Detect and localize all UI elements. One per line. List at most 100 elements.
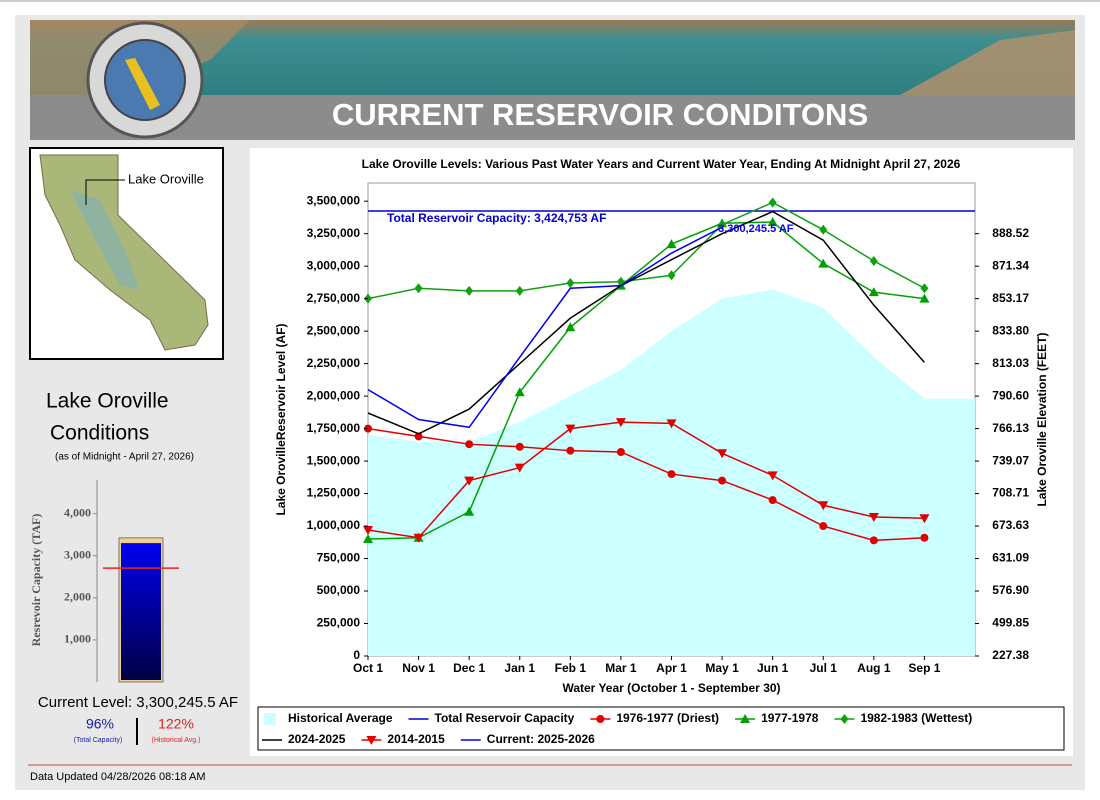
y2-tick-label: 708.71 <box>992 486 1029 500</box>
current-bar <box>121 543 161 680</box>
marker <box>768 197 777 208</box>
legend-box <box>257 706 1065 751</box>
series-line <box>367 226 723 429</box>
marker <box>515 442 524 451</box>
chart-title: Lake Oroville Levels: Various Past Water… <box>362 157 961 171</box>
marker <box>615 418 626 428</box>
pct-historical: 122% <box>158 716 194 732</box>
banner-strip <box>30 95 1075 140</box>
series-line <box>367 201 925 300</box>
marker <box>869 255 878 266</box>
marker <box>666 419 677 429</box>
marker <box>413 533 424 543</box>
x-tick-label: Feb 1 <box>555 661 587 675</box>
y-tick-label: 3,000 <box>64 548 91 562</box>
y2-tick-label: 871.34 <box>992 258 1029 272</box>
legend-label: Total Reservoir Capacity <box>435 711 575 725</box>
legend-item: Current: 2025-2026 <box>460 732 595 746</box>
marker <box>767 216 778 226</box>
conditions-date: (as of Midnight - April 27, 2026) <box>55 452 194 463</box>
series-line <box>367 210 925 435</box>
legend-item: 1977-1978 <box>735 711 819 725</box>
marker <box>868 512 879 522</box>
y-tick-label: 3,250,000 <box>307 226 361 240</box>
x-tick-label: Aug 1 <box>857 661 891 675</box>
marker <box>718 219 727 230</box>
current-level: Current Level: 3,300,245.5 AF <box>38 694 238 711</box>
marker <box>514 387 525 397</box>
marker <box>819 224 828 235</box>
marker <box>818 258 829 268</box>
x-tick-label: Jun 1 <box>757 661 789 675</box>
marker <box>667 470 676 479</box>
marker <box>465 285 474 296</box>
gauge-chart: 1,000 2,000 3,000 4,000 Resrevoir Capacity (… <box>29 480 179 683</box>
legend-label: 2014-2015 <box>387 732 445 746</box>
y2-tick-label: 739.07 <box>992 453 1029 467</box>
legend-marker <box>840 714 849 724</box>
map-valley <box>70 190 140 290</box>
y-tick-label: 3,500,000 <box>307 193 361 207</box>
map-pointer <box>85 179 125 205</box>
legend-label: Historical Average <box>288 711 393 725</box>
x-tick-label: Dec 1 <box>453 661 485 675</box>
y2-tick-label: 673.63 <box>992 518 1029 532</box>
conditions-title: Lake Oroville <box>46 390 169 413</box>
marker <box>565 322 576 332</box>
y2-tick-label: 888.52 <box>992 226 1029 240</box>
marker <box>920 533 929 542</box>
marker <box>818 501 829 511</box>
x-tick-label: Jan 1 <box>504 661 535 675</box>
y2-tick-label: 576.90 <box>992 583 1029 597</box>
x-tick-label: Mar 1 <box>605 661 637 675</box>
marker <box>667 270 676 281</box>
marker <box>566 446 575 455</box>
legend-label: Current: 2025-2026 <box>487 732 595 746</box>
legend-item: 1982-1983 (Wettest) <box>834 711 972 725</box>
marker <box>515 285 524 296</box>
legend-item: 2024-2025 <box>262 732 346 746</box>
marker <box>768 496 777 505</box>
y-tick-label: 1,000,000 <box>307 518 361 532</box>
x-tick-label: Nov 1 <box>402 661 435 675</box>
pct-capacity-note: (Total Capacity) <box>74 737 123 744</box>
capacity-label: Total Reservoir Capacity: 3,424,753 AF <box>387 211 606 225</box>
marker <box>819 522 828 531</box>
y2-tick-label: 227.38 <box>992 648 1029 662</box>
y2-tick-label: 766.13 <box>992 421 1029 435</box>
legend-label: 1976-1977 (Driest) <box>616 711 719 725</box>
y2-tick-label: 853.17 <box>992 291 1029 305</box>
marker <box>566 278 575 289</box>
y2-tick-label: 631.09 <box>992 551 1029 565</box>
series-line <box>367 421 925 539</box>
legend-marker <box>596 715 605 723</box>
marker <box>869 536 878 545</box>
marker <box>414 283 423 294</box>
y2-tick-label: 833.80 <box>992 323 1029 337</box>
marker <box>464 476 475 486</box>
y2-tick-label: 790.60 <box>992 388 1029 402</box>
y-tick-label: 1,250,000 <box>307 486 361 500</box>
series-line <box>367 221 925 540</box>
marker <box>767 471 778 481</box>
y2-tick-label: 499.85 <box>992 616 1029 630</box>
x-tick-label: Oct 1 <box>353 661 383 675</box>
pct-historical-note: (Historical Avg.) <box>152 737 201 744</box>
legend-label: 2024-2025 <box>288 732 346 746</box>
legend-item: 1976-1977 (Driest) <box>590 711 719 725</box>
marker <box>363 534 373 544</box>
main-chart: Lake Oroville Levels: Various Past Water… <box>257 157 1065 751</box>
legend-swatch <box>264 713 276 725</box>
y2-tick-label: 813.03 <box>992 356 1029 370</box>
x-tick-label: May 1 <box>705 661 739 675</box>
y-tick-label: 2,000 <box>64 590 91 604</box>
marker <box>414 432 423 441</box>
y-tick-label: 2,000,000 <box>307 388 361 402</box>
banner-hill <box>900 30 1075 95</box>
data-label: 3,300,245.5 AF <box>718 223 794 235</box>
conditions-title: Conditions <box>50 422 149 445</box>
marker <box>464 506 475 516</box>
legend-item: 2014-2015 <box>361 732 445 746</box>
y-tick-label: 0 <box>353 648 360 662</box>
